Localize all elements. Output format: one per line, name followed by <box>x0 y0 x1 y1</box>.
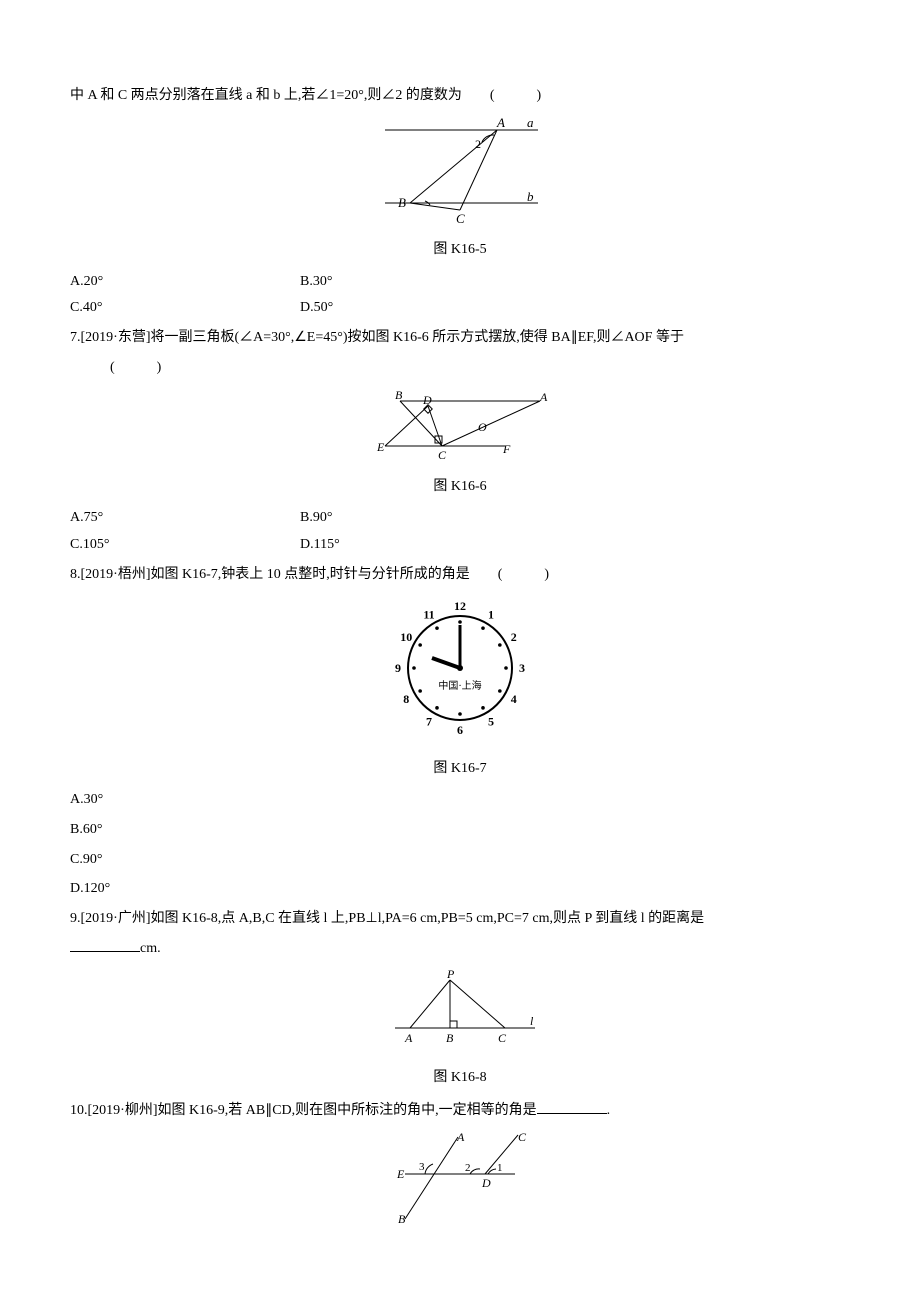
q7-option-a: A.75° <box>70 505 300 532</box>
q9-label-P: P <box>446 968 455 981</box>
clock-tick-dot <box>458 712 462 716</box>
q8-figure-caption: 图 K16-7 <box>70 756 850 783</box>
clock-tick-dot <box>412 666 416 670</box>
q10-label-a2: 2 <box>465 1162 471 1174</box>
clock-tick-dot <box>458 620 462 624</box>
q7-options-row-1: A.75° B.90° <box>70 505 850 532</box>
q9-stem: 9.[2019·广州]如图 K16-8,点 A,B,C 在直线 l 上,PB⊥l… <box>70 906 850 933</box>
q6-figure-caption: 图 K16-5 <box>70 237 850 264</box>
clock-tick-dot <box>418 689 422 693</box>
clock-number: 11 <box>423 607 434 621</box>
q8-figure: 中国·上海 121234567891011 图 K16-7 <box>70 593 850 782</box>
q6-label-a: a <box>527 115 534 130</box>
q7-figure-caption: 图 K16-6 <box>70 474 850 501</box>
q6-label-B: B <box>398 195 406 210</box>
clock-tick-dot <box>418 643 422 647</box>
clock-number: 6 <box>457 723 463 737</box>
clock-tick-dot <box>435 706 439 710</box>
q7-figure: B D A E C O F 图 K16-6 <box>70 386 850 500</box>
q10-stem: 10.[2019·柳州]如图 K16-9,若 AB∥CD,则在图中所标注的角中,… <box>70 1103 537 1118</box>
clock-tick-dot <box>504 666 508 670</box>
q10-label-a3: 3 <box>419 1161 425 1173</box>
q6-label-ang2: 2 <box>475 137 481 151</box>
clock-number: 1 <box>488 607 494 621</box>
q8-option-a: A.30° <box>70 787 850 814</box>
q6-label-A: A <box>496 115 505 130</box>
clock-number: 9 <box>395 661 401 675</box>
q7-label-F: F <box>502 442 511 456</box>
q9-label-A: A <box>404 1031 413 1045</box>
q6-continued-text: 中 A 和 C 两点分别落在直线 a 和 b 上,若∠1=20°,则∠2 的度数… <box>70 83 850 110</box>
q9-blank-line: cm. <box>70 935 850 962</box>
q7-label-C: C <box>438 448 447 461</box>
q6-options-row-1: A.20° B.30° <box>70 269 850 296</box>
q10-stem-line: 10.[2019·柳州]如图 K16-9,若 AB∥CD,则在图中所标注的角中,… <box>70 1097 850 1124</box>
q8-stem: 8.[2019·梧州]如图 K16-7,钟表上 10 点整时,时针与分针所成的角… <box>70 562 850 589</box>
q10-label-D: D <box>481 1176 491 1190</box>
clock-center-text: 中国·上海 <box>438 679 481 692</box>
q6-option-d: D.50° <box>300 295 530 322</box>
q6-option-b: B.30° <box>300 269 530 296</box>
clock-tick-dot <box>498 643 502 647</box>
q7-label-O: O <box>478 420 487 434</box>
q6-label-b: b <box>527 189 534 204</box>
q7-label-B: B <box>395 388 403 402</box>
q8-option-b: B.60° <box>70 817 850 844</box>
q8-option-d: D.120° <box>70 876 850 903</box>
q6-text: 中 A 和 C 两点分别落在直线 a 和 b 上,若∠1=20°,则∠2 的度数… <box>70 88 541 103</box>
q6-option-c: C.40° <box>70 295 300 322</box>
q7-option-c: C.105° <box>70 532 300 559</box>
clock-number: 7 <box>426 715 432 729</box>
q10-label-a1: 1 <box>497 1162 503 1174</box>
q6-option-a: A.20° <box>70 269 300 296</box>
clock-tick-dot <box>498 689 502 693</box>
clock-tick-dot <box>481 706 485 710</box>
clock-number: 4 <box>511 692 517 706</box>
q6-figure: A a B C b 2 图 K16-5 <box>70 115 850 264</box>
clock-number: 2 <box>511 630 517 644</box>
q9-label-l: l <box>530 1014 534 1028</box>
q7-paren: ( ) <box>70 355 850 382</box>
q10-label-C: C <box>518 1130 527 1144</box>
q10-label-E: E <box>396 1167 405 1181</box>
q10-label-B: B <box>398 1212 406 1226</box>
q10-figure: A C E D B 3 2 1 <box>70 1129 850 1240</box>
q7-label-A: A <box>539 390 548 404</box>
q9-unit: cm. <box>140 941 161 956</box>
clock-tick-dot <box>435 626 439 630</box>
q7-option-b: B.90° <box>300 505 530 532</box>
clock-number: 3 <box>519 661 525 675</box>
clock-number: 12 <box>454 599 466 613</box>
q9-blank <box>70 935 140 952</box>
clock-number: 8 <box>403 692 409 706</box>
q6-options-row-2: C.40° D.50° <box>70 295 850 322</box>
clock-number: 10 <box>400 630 412 644</box>
q6-label-C: C <box>456 211 465 225</box>
q9-label-C: C <box>498 1031 507 1045</box>
q9-figure-caption: 图 K16-8 <box>70 1065 850 1092</box>
q7-option-d: D.115° <box>300 532 530 559</box>
q8-option-c: C.90° <box>70 847 850 874</box>
q9-label-B: B <box>446 1031 454 1045</box>
q7-stem: 7.[2019·东营]将一副三角板(∠A=30°,∠E=45°)按如图 K16-… <box>70 325 850 352</box>
clock-number: 5 <box>488 715 494 729</box>
q10-label-A: A <box>456 1130 465 1144</box>
q10-blank <box>537 1097 607 1114</box>
q10-period: . <box>607 1103 611 1118</box>
q7-label-D: D <box>422 393 432 407</box>
q9-figure: P A B C l 图 K16-8 <box>70 968 850 1092</box>
q7-options-row-2: C.105° D.115° <box>70 532 850 559</box>
clock-tick-dot <box>481 626 485 630</box>
q7-label-E: E <box>376 440 385 454</box>
